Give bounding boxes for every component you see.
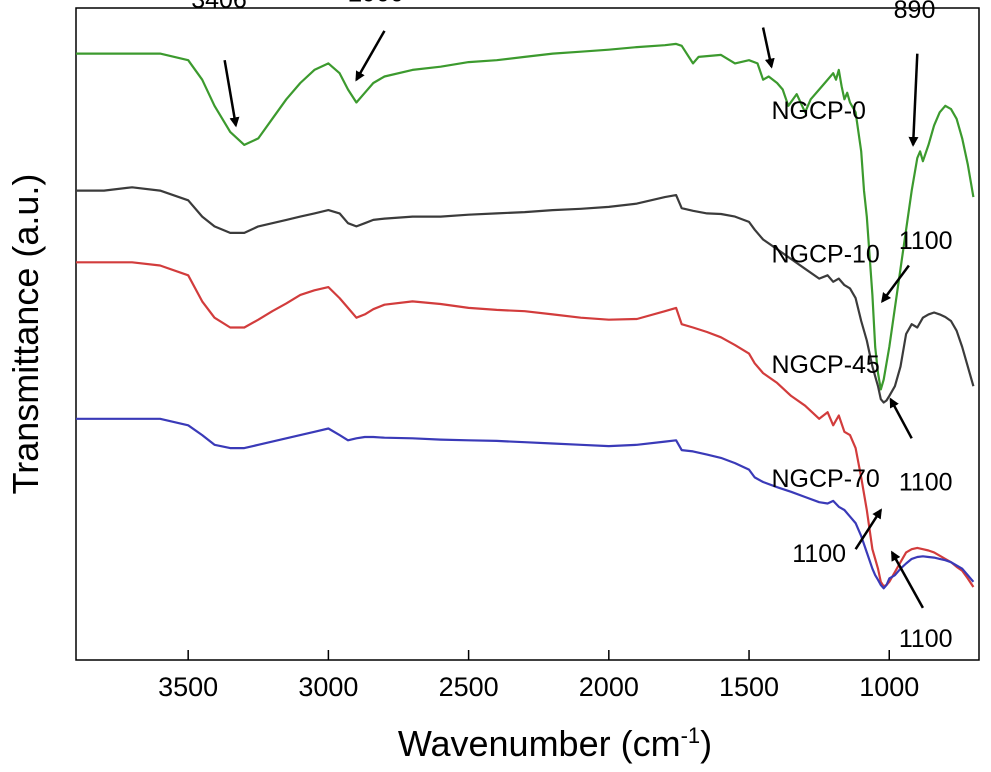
annotations: 3406290014308901100110011001100 bbox=[191, 0, 952, 653]
x-axis-title-superscript: -1 bbox=[681, 723, 701, 748]
annotation-arrow bbox=[355, 30, 386, 82]
series-line-ngcp-10 bbox=[76, 186, 975, 404]
annotation-arrow bbox=[223, 59, 240, 128]
annotation-arrow bbox=[908, 53, 919, 147]
x-tick-label: 1500 bbox=[719, 672, 779, 702]
annotation-arrow bbox=[854, 508, 882, 550]
x-axis-title: Wavenumber (cm-1) bbox=[398, 723, 712, 764]
series-line-ngcp-0 bbox=[76, 42, 975, 391]
series-line-ngcp-70 bbox=[76, 417, 975, 590]
annotation-label: 2900 bbox=[348, 0, 404, 7]
series-label-ngcp-10: NGCP-10 bbox=[771, 240, 879, 268]
y-axis-title: Transmittance (a.u.) bbox=[5, 174, 46, 495]
series-labels: NGCP-0 NGCP-10 NGCP-45 NGCP-70 bbox=[771, 97, 879, 493]
x-axis-ticks: 3500 3000 2500 2000 1500 1000 bbox=[158, 650, 919, 702]
annotation-arrow bbox=[881, 264, 910, 304]
plot-frame bbox=[75, 7, 980, 661]
series-label-ngcp-70: NGCP-70 bbox=[771, 465, 879, 493]
series-lines bbox=[76, 42, 975, 590]
annotation-arrow bbox=[890, 550, 925, 609]
annotation-label: 1100 bbox=[899, 625, 953, 653]
annotation-label: 890 bbox=[894, 0, 936, 24]
annotation-arrow bbox=[761, 27, 775, 69]
x-tick-label: 3500 bbox=[158, 672, 218, 702]
x-tick-label: 2000 bbox=[579, 672, 639, 702]
annotation-label: 1100 bbox=[899, 468, 953, 496]
x-tick-label: 1000 bbox=[859, 672, 919, 702]
series-label-ngcp-0: NGCP-0 bbox=[771, 97, 865, 125]
x-tick-label: 2500 bbox=[439, 672, 499, 702]
annotation-arrow bbox=[889, 397, 913, 439]
annotation-label: 3406 bbox=[191, 0, 247, 14]
series-line-ngcp-45 bbox=[76, 261, 975, 588]
series-label-ngcp-45: NGCP-45 bbox=[771, 351, 879, 379]
annotation-label: 1100 bbox=[899, 227, 953, 255]
x-tick-label: 3000 bbox=[298, 672, 358, 702]
annotation-label: 1100 bbox=[792, 540, 846, 568]
